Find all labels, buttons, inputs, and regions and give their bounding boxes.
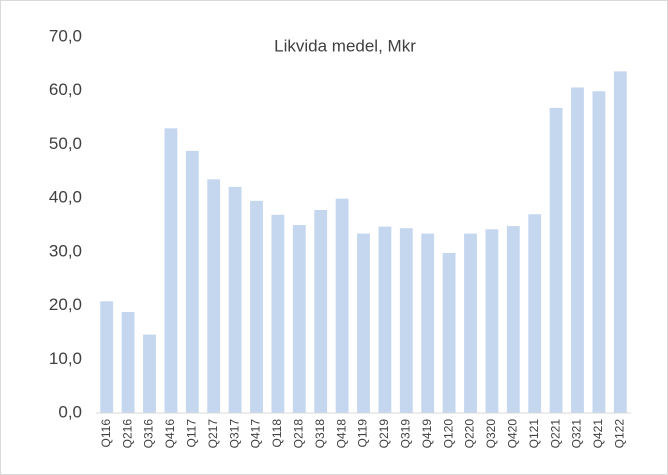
y-tick-label: 30,0 bbox=[49, 241, 82, 260]
x-tick-label: Q316 bbox=[142, 419, 156, 449]
x-tick-label: Q416 bbox=[163, 419, 177, 449]
x-tick-label: Q417 bbox=[249, 419, 263, 449]
bar bbox=[292, 225, 306, 413]
x-tick-label: Q419 bbox=[420, 419, 434, 449]
bar bbox=[506, 226, 520, 413]
bar bbox=[464, 233, 477, 413]
bar bbox=[357, 233, 370, 413]
y-tick-label: 20,0 bbox=[49, 295, 82, 314]
x-tick-label: Q119 bbox=[356, 419, 370, 448]
bar bbox=[271, 214, 285, 413]
x-tick-label: Q318 bbox=[313, 419, 327, 449]
x-tick-label: Q122 bbox=[612, 419, 626, 449]
bar bbox=[592, 91, 606, 413]
bar bbox=[185, 150, 199, 414]
bar bbox=[613, 71, 627, 414]
y-tick-label: 10,0 bbox=[49, 349, 82, 368]
bar bbox=[143, 334, 156, 413]
x-tick-label: Q116 bbox=[99, 419, 113, 448]
x-tick-label: Q319 bbox=[398, 419, 412, 449]
y-tick-label: 70,0 bbox=[49, 26, 82, 45]
x-tick-label: Q118 bbox=[270, 419, 284, 448]
y-tick-label: 40,0 bbox=[49, 188, 82, 207]
x-tick-label: Q117 bbox=[184, 419, 198, 448]
bar bbox=[164, 128, 178, 414]
bar bbox=[571, 87, 584, 414]
bar bbox=[442, 252, 456, 413]
bar bbox=[228, 186, 242, 413]
x-tick-label: Q121 bbox=[527, 419, 541, 449]
x-tick-label: Q218 bbox=[291, 419, 305, 449]
bar bbox=[335, 198, 349, 413]
x-tick-label: Q421 bbox=[591, 419, 605, 449]
x-tick-label: Q418 bbox=[334, 419, 348, 449]
y-tick-label: 50,0 bbox=[49, 134, 82, 153]
x-tick-label: Q317 bbox=[227, 419, 241, 449]
bar bbox=[485, 229, 499, 413]
x-tick-label: Q321 bbox=[570, 419, 584, 449]
x-tick-label: Q217 bbox=[206, 419, 220, 449]
chart-title: Likvida medel, Mkr bbox=[274, 36, 416, 55]
x-tick-label: Q420 bbox=[505, 419, 519, 449]
x-tick-label: Q220 bbox=[463, 419, 477, 449]
y-tick-label: 0,0 bbox=[58, 402, 82, 421]
x-tick-label: Q221 bbox=[548, 419, 562, 449]
bar bbox=[250, 200, 263, 413]
x-tick-label: Q216 bbox=[120, 419, 134, 449]
y-tick-label: 60,0 bbox=[49, 80, 82, 99]
x-tick-label: Q219 bbox=[377, 419, 391, 449]
bar bbox=[399, 228, 413, 413]
bar bbox=[207, 179, 221, 413]
bar bbox=[121, 312, 135, 413]
x-tick-label: Q120 bbox=[441, 419, 455, 449]
bar bbox=[100, 301, 114, 413]
bar bbox=[314, 209, 328, 413]
bar bbox=[378, 226, 392, 413]
bar bbox=[528, 214, 542, 413]
bar bbox=[549, 107, 563, 413]
bar bbox=[421, 233, 435, 413]
x-tick-label: Q320 bbox=[484, 419, 498, 449]
